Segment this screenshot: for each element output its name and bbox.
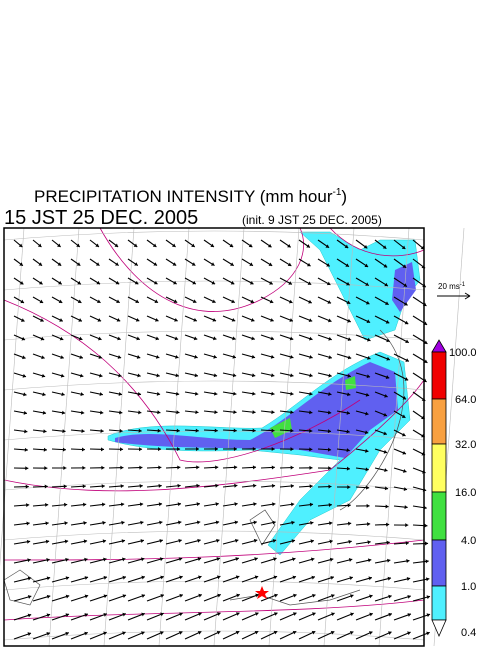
colorbar-label: 100.0: [449, 347, 477, 359]
valid-time: 15 JST 25 DEC. 2005: [4, 207, 198, 229]
init-time: (init. 9 JST 25 DEC. 2005): [242, 213, 382, 227]
colorbar-segment: [432, 399, 446, 444]
colorbar-segment: [432, 444, 446, 492]
colorbar-label: 1.0: [461, 581, 476, 593]
colorbar-segment: [432, 352, 446, 399]
map-area: [0, 228, 464, 646]
colorbar-label: 0.4: [461, 627, 476, 639]
colorbar-segment: [432, 540, 446, 586]
colorbar-label: 64.0: [455, 394, 476, 406]
colorbar-segment: [432, 492, 446, 540]
title: PRECIPITATION INTENSITY (mm hour-1): [34, 187, 347, 206]
title-text: PRECIPITATION INTENSITY (mm hour: [34, 187, 333, 206]
scale-superscript: -1: [460, 282, 466, 288]
colorbar-label: 16.0: [455, 487, 476, 499]
colorbar-label: 32.0: [455, 439, 476, 451]
colorbar-label: 4.0: [461, 535, 476, 547]
colorbar-segment: [432, 586, 446, 620]
scale-text: 20 ms: [438, 282, 460, 291]
colorbar: [432, 340, 446, 636]
title-close: ): [341, 187, 347, 206]
